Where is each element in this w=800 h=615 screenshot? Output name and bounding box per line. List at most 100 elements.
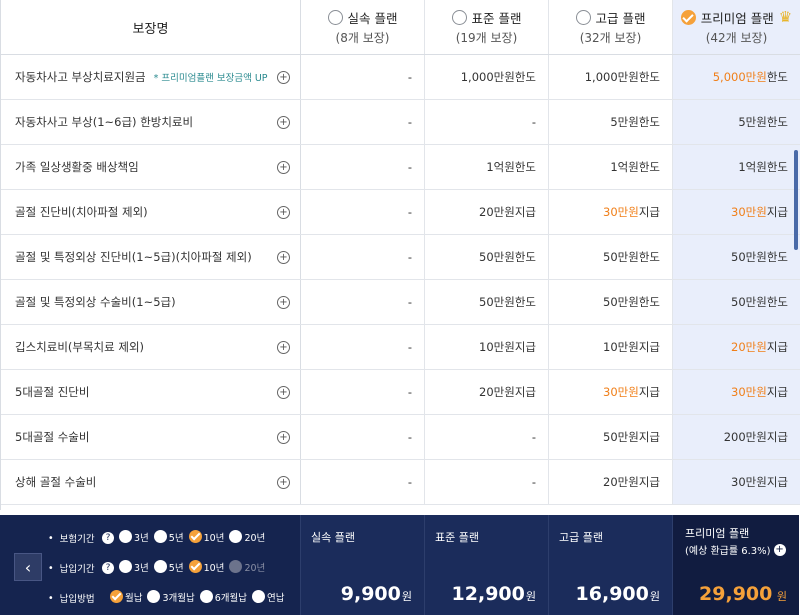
table-row: 상해 골절 수술비 + - -20만원 지급 30만원 지급: [1, 460, 800, 505]
expand-plus-icon[interactable]: +: [277, 70, 290, 84]
option-radio[interactable]: 20년: [229, 530, 265, 544]
help-icon[interactable]: ?: [102, 532, 114, 544]
coverage-name: 5대골절 수술비 +: [1, 415, 301, 459]
expand-plus-icon[interactable]: +: [277, 475, 290, 489]
coverage-value: -: [301, 370, 425, 414]
chevron-left-icon[interactable]: ‹: [14, 553, 42, 581]
expand-plus-icon[interactable]: +: [277, 295, 290, 309]
table-row: 골절 및 특정외상 진단비(1~5급)(치아파절 제외) + -50만원 한도 50만…: [1, 235, 800, 280]
coverage-value: -: [301, 415, 425, 459]
plan-header-premium[interactable]: 프리미엄 플랜 ♛ (42개 보장): [673, 0, 800, 54]
coverage-value: 20만원 지급: [549, 460, 673, 504]
payment-method-row: • 납입방법 월납 3개월납 6개월납 연납: [48, 588, 290, 608]
coverage-value: 10만원 지급: [425, 325, 549, 369]
coverage-name: 5대골절 진단비 +: [1, 370, 301, 414]
table-row: 깁스치료비(부목치료 제외) + -10만원 지급 10만원 지급 20만원 지급: [1, 325, 800, 370]
table-row: 자동차사고 부상(1~6급) 한방치료비 + - -5만원 한도 5만원 한도: [1, 100, 800, 145]
coverage-value: 5만원 한도: [549, 100, 673, 144]
coverage-value: 1,000만원 한도: [425, 55, 549, 99]
coverage-value: 30만원 지급: [673, 460, 800, 504]
coverage-value: 50만원 지급: [549, 415, 673, 459]
option-radio[interactable]: 월납: [110, 590, 142, 604]
coverage-name-header: 보장명: [1, 0, 301, 54]
coverage-value: 30만원 지급: [549, 190, 673, 234]
payment-period-row: • 납입기간 ? 3년 5년 10년 20년: [48, 558, 270, 578]
radio-icon: [252, 590, 266, 604]
coverage-name: 골절 및 특정외상 수술비(1~5급) +: [1, 280, 301, 324]
coverage-value: 10만원 지급: [549, 325, 673, 369]
expand-plus-icon[interactable]: +: [277, 205, 290, 219]
expand-plus-icon[interactable]: +: [277, 160, 290, 174]
coverage-value: 20만원 지급: [673, 325, 800, 369]
radio-icon: [147, 590, 161, 604]
coverage-value: -: [301, 55, 425, 99]
radio-icon: [153, 560, 167, 574]
coverage-name: 자동차사고 부상치료지원금 * 프리미엄플랜 보장금액 UP +: [1, 55, 301, 99]
plan-header-advanced[interactable]: 고급 플랜 (32개 보장): [549, 0, 673, 54]
price-advanced[interactable]: 고급 플랜 16,900원: [548, 515, 672, 615]
plan-header-basic[interactable]: 실속 플랜 (8개 보장): [301, 0, 425, 54]
insurance-period-row: • 보험기간 ? 3년 5년 10년 20년: [48, 528, 270, 548]
plan-radio-advanced[interactable]: [575, 10, 591, 25]
coverage-value: -: [301, 145, 425, 189]
coverage-value: 50만원 한도: [549, 280, 673, 324]
coverage-value: -: [425, 460, 549, 504]
expand-plus-icon[interactable]: +: [277, 250, 290, 264]
price-basic[interactable]: 실속 플랜 9,900원: [300, 515, 424, 615]
expand-plus-icon[interactable]: +: [277, 340, 290, 354]
coverage-value: -: [301, 325, 425, 369]
plan-radio-standard[interactable]: [451, 10, 467, 25]
option-radio[interactable]: 3년: [119, 530, 149, 544]
option-radio[interactable]: 3년: [119, 560, 149, 574]
coverage-name: 가족 일상생활중 배상책임 +: [1, 145, 301, 189]
help-icon[interactable]: ?: [102, 562, 114, 574]
plan-header-standard[interactable]: 표준 플랜 (19개 보장): [425, 0, 549, 54]
coverage-value: -: [301, 100, 425, 144]
coverage-value: -: [301, 235, 425, 279]
coverage-value: 1억원 한도: [425, 145, 549, 189]
price-premium[interactable]: 프리미엄 플랜 (예상 환급률 6.3%) + 29,900 원: [672, 515, 799, 615]
radio-icon: [119, 560, 132, 574]
coverage-value: 200만원 지급: [673, 415, 800, 459]
option-radio[interactable]: 6개월납: [199, 590, 247, 604]
option-radio[interactable]: 3개월납: [147, 590, 195, 604]
scrollbar-thumb[interactable]: [794, 150, 798, 250]
plus-icon[interactable]: +: [773, 543, 786, 556]
coverage-value: -: [425, 415, 549, 459]
coverage-value: 30만원 지급: [549, 370, 673, 414]
coverage-value: 50만원 한도: [425, 235, 549, 279]
expand-plus-icon[interactable]: +: [277, 430, 290, 444]
radio-icon: [188, 530, 202, 544]
radio-icon: [153, 530, 167, 544]
coverage-name: 골절 진단비(치아파절 제외) +: [1, 190, 301, 234]
coverage-value: -: [301, 280, 425, 324]
options-panel: ‹ • 보험기간 ? 3년 5년 10년 20년 • 납입기간 ? 3년 5년 10년 20년 …: [0, 515, 300, 615]
coverage-value: 1,000만원 한도: [549, 55, 673, 99]
option-radio[interactable]: 10년: [188, 530, 224, 544]
expand-plus-icon[interactable]: +: [277, 115, 290, 129]
coverage-value: 5만원 한도: [673, 100, 800, 144]
upgrade-note: * 프리미엄플랜 보장금액 UP: [153, 73, 268, 84]
table-row: 골절 및 특정외상 수술비(1~5급) + -50만원 한도 50만원 한도 50만원 …: [1, 280, 800, 325]
plan-radio-premium[interactable]: [680, 10, 696, 25]
option-radio[interactable]: 5년: [153, 530, 184, 544]
coverage-value: 30만원 지급: [673, 370, 800, 414]
table-row: 가족 일상생활중 배상책임 + -1억원 한도 1억원 한도 1억원 한도: [1, 145, 800, 190]
coverage-value: 1억원 한도: [673, 145, 800, 189]
coverage-name: 자동차사고 부상(1~6급) 한방치료비 +: [1, 100, 301, 144]
coverage-value: 30만원 지급: [673, 190, 800, 234]
coverage-value: 50만원 한도: [673, 235, 800, 279]
option-radio[interactable]: 5년: [153, 560, 184, 574]
coverage-value: 20만원 지급: [425, 190, 549, 234]
coverage-value: 50만원 한도: [673, 280, 800, 324]
expand-plus-icon[interactable]: +: [277, 385, 290, 399]
bottom-bar: ‹ • 보험기간 ? 3년 5년 10년 20년 • 납입기간 ? 3년 5년 10년 20년 …: [0, 515, 800, 615]
price-standard[interactable]: 표준 플랜 12,900원: [424, 515, 548, 615]
coverage-name: 깁스치료비(부목치료 제외) +: [1, 325, 301, 369]
table-body: 자동차사고 부상치료지원금 * 프리미엄플랜 보장금액 UP + -1,000만원 한…: [1, 55, 800, 505]
option-radio[interactable]: 10년: [188, 560, 224, 574]
coverage-table: 보장명 실속 플랜 (8개 보장) 표준 플랜 (19개 보장) 고급 플랜 (…: [0, 0, 800, 510]
plan-radio-basic[interactable]: [327, 10, 343, 25]
option-radio[interactable]: 연납: [252, 590, 285, 604]
table-header: 보장명 실속 플랜 (8개 보장) 표준 플랜 (19개 보장) 고급 플랜 (…: [1, 0, 800, 55]
